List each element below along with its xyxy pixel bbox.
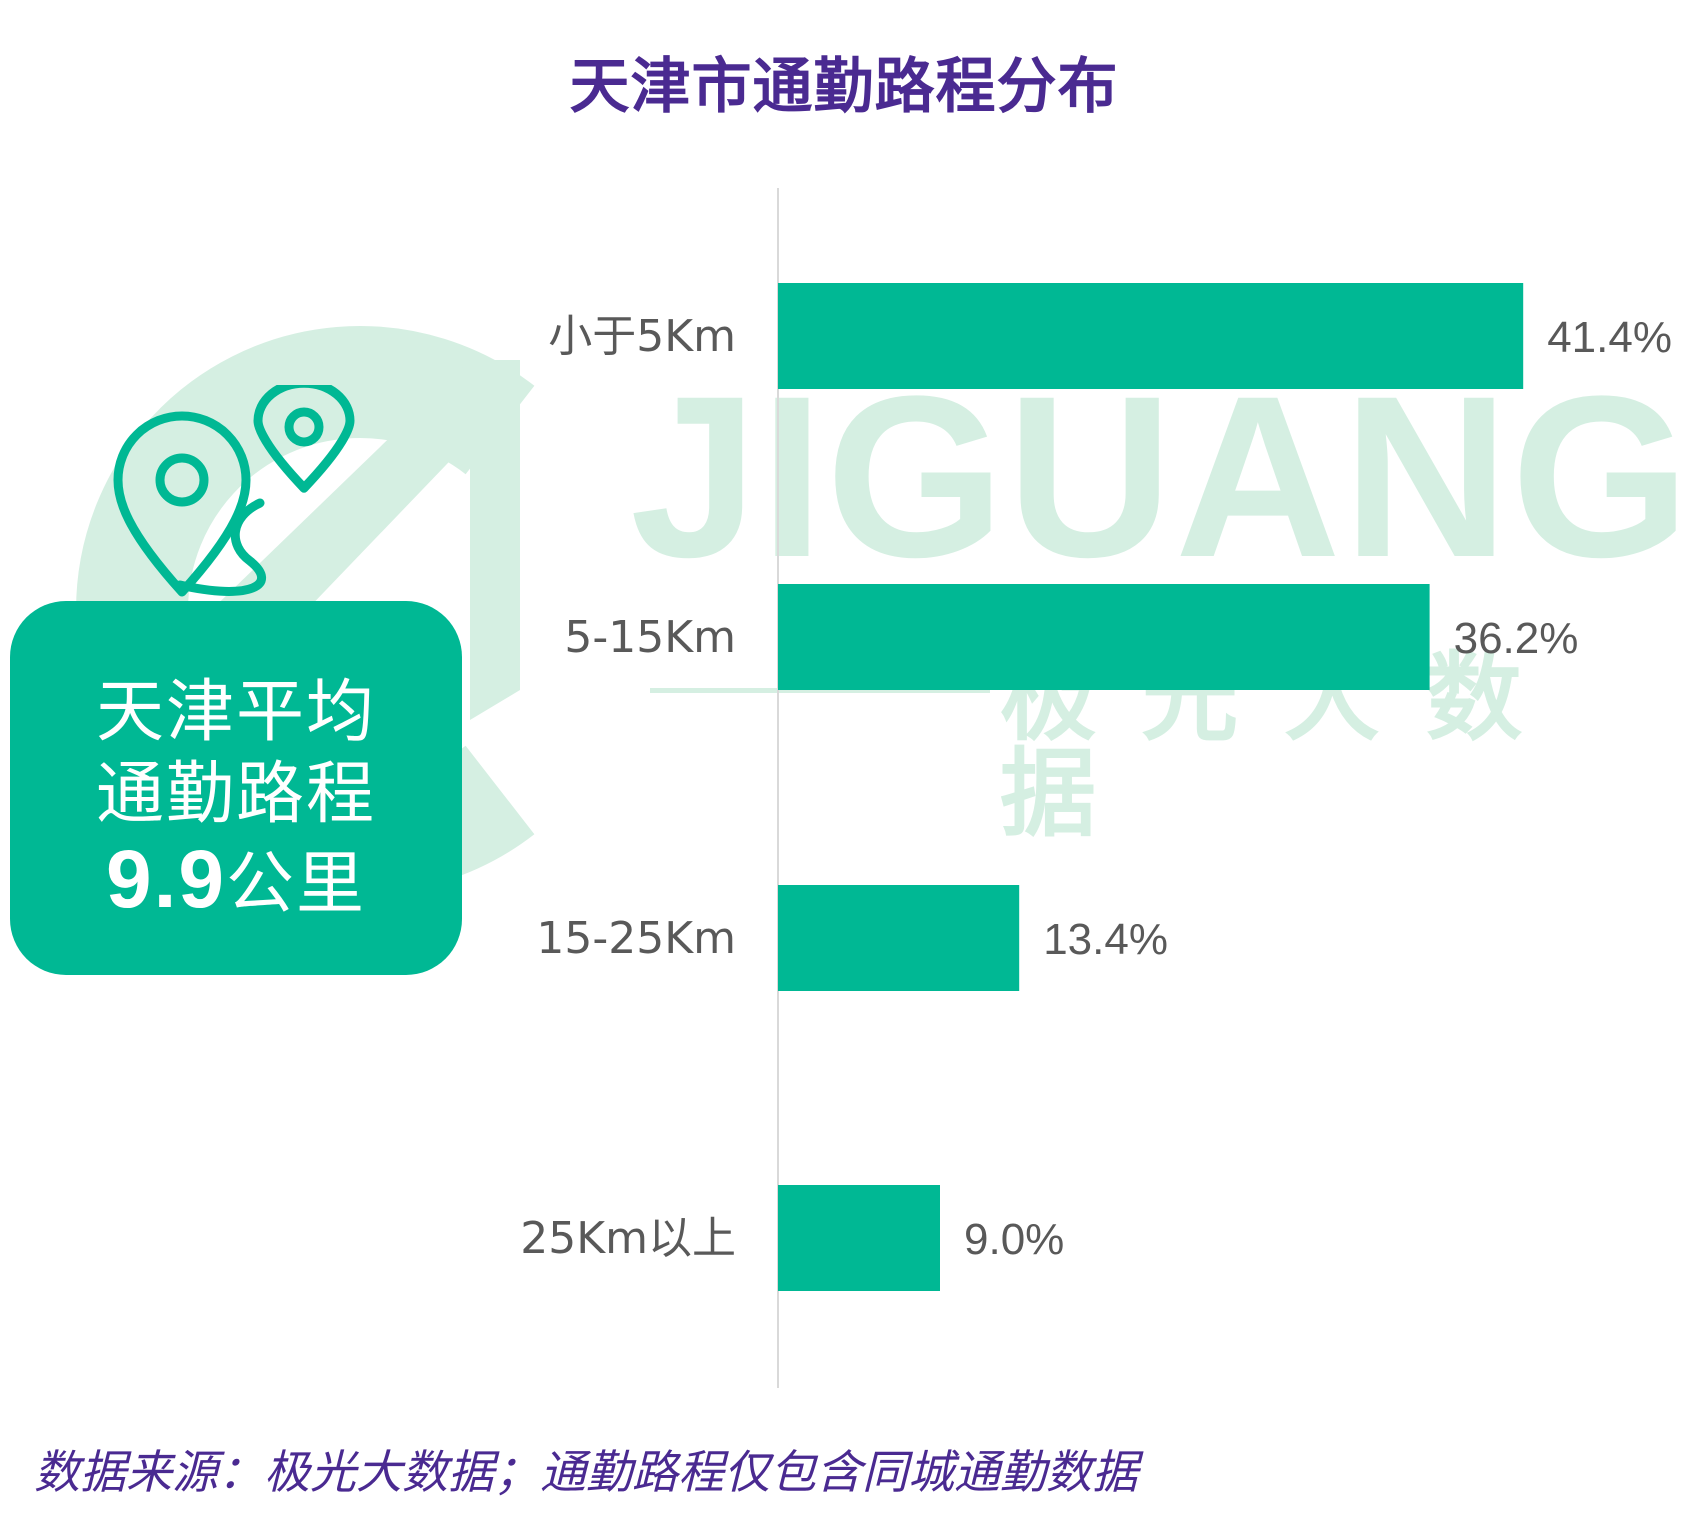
average-commute-label-2: 通勤路程 — [95, 755, 376, 834]
category-label-0: 小于5Km — [548, 311, 736, 362]
value-label-1: 36.2% — [1454, 614, 1579, 663]
category-label-3: 25Km以上 — [520, 1213, 736, 1264]
average-commute-value: 9.9 — [105, 834, 226, 925]
average-commute-card: 天津平均 通勤路程 9.9公里 — [10, 601, 462, 975]
average-commute-unit: 公里 — [225, 845, 366, 924]
value-label-0: 41.4% — [1547, 313, 1672, 362]
route-path — [175, 498, 266, 596]
bar-1 — [778, 584, 1430, 690]
bar-2 — [778, 885, 1020, 991]
category-label-1: 5-15Km — [564, 612, 736, 663]
value-label-3: 9.0% — [964, 1215, 1064, 1264]
source-note: 数据来源：极光大数据；通勤路程仅包含同城通勤数据 — [34, 1445, 1138, 1499]
small-pin-dot — [284, 407, 324, 447]
bar-3 — [778, 1185, 940, 1291]
average-commute-value-row: 9.9公里 — [10, 839, 462, 921]
watermark-divider — [650, 688, 990, 693]
large-pin-dot — [155, 453, 209, 507]
watermark-brand: JIGUANG — [630, 348, 1688, 605]
value-label-2: 13.4% — [1043, 915, 1168, 964]
map-pins-route-icon — [113, 385, 355, 597]
small-pin-outline — [253, 385, 355, 493]
average-commute-label-1: 天津平均 — [95, 673, 376, 752]
page-title: 天津市通勤路程分布 — [569, 52, 1119, 122]
bar-0 — [778, 283, 1524, 389]
category-label-2: 15-25Km — [536, 913, 736, 964]
large-pin-outline — [113, 411, 251, 597]
